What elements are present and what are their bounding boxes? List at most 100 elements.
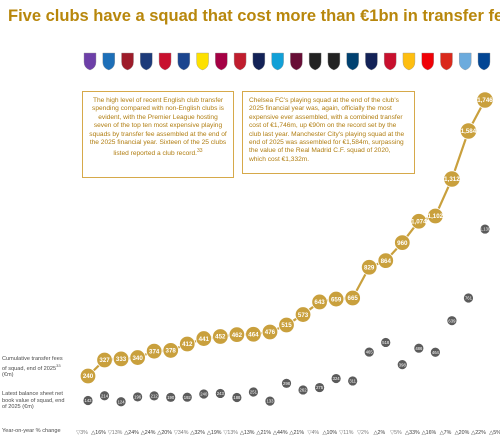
cumulative-point [96, 351, 113, 369]
newcastle-crest-icon [327, 52, 341, 71]
nottingham-forest-crest-icon [158, 52, 172, 71]
cumulative-label: 378 [166, 348, 177, 355]
arsenal-crest-icon [421, 52, 434, 71]
yoy-change-label: △5% [489, 430, 500, 436]
book-value-point [199, 389, 209, 399]
yoy-change-label: △33% [405, 430, 420, 436]
cumulative-label: 452 [215, 334, 226, 341]
book-value-label: 262 [300, 388, 308, 393]
cumulative-point [112, 350, 130, 368]
cumulative-point [179, 335, 196, 353]
book-value-point [447, 316, 457, 326]
cumulative-label: 515 [281, 322, 292, 329]
cumulative-label: 643 [314, 299, 325, 306]
book-value-label: 214 [101, 393, 109, 398]
book-value-point [480, 224, 490, 234]
milan-crest-icon [233, 52, 247, 71]
book-value-point [149, 391, 159, 401]
book-value-label: 188 [233, 395, 241, 400]
yoy-change-label: △21% [256, 430, 271, 436]
cumulative-label: 333 [116, 356, 127, 363]
cumulative-point [162, 342, 179, 359]
cumulative-point [427, 207, 444, 225]
yoy-change-label: △2% [373, 430, 385, 436]
liverpool-crest-icon [383, 52, 397, 71]
book-value-point [331, 373, 341, 384]
tottenham-crest-icon [365, 52, 378, 71]
row-label-cumulative-ref: 33 [56, 362, 61, 368]
cumulative-point [245, 326, 262, 343]
book-value-point [314, 382, 325, 393]
yoy-change-label: △20% [455, 430, 470, 436]
cumulative-point [145, 342, 163, 360]
chart-title: Five clubs have a squad that cost more t… [8, 7, 500, 25]
cumulative-label: 960 [397, 240, 408, 247]
yoy-change-label: ▽34% [174, 430, 189, 436]
cumulative-label: 573 [298, 312, 309, 319]
book-value-label: 761 [465, 296, 473, 301]
atalanta-crest-icon [140, 52, 153, 71]
cumulative-label: 665 [348, 295, 359, 302]
row-label-yoy: Year-on-year % change [2, 428, 61, 434]
cumulative-point [459, 122, 478, 140]
cumulative-label: 829 [364, 264, 375, 271]
manchester-city-crest-icon [459, 52, 472, 71]
manchester-united-crest-icon [440, 52, 453, 71]
book-value-label: 464 [432, 350, 440, 355]
cumulative-label: 1,584 [461, 128, 477, 135]
row-label-cumulative-unit: (€m) [2, 372, 14, 379]
cumulative-point [212, 328, 229, 345]
cumulative-label: 327 [99, 357, 110, 364]
fiorentina-crest-icon [83, 52, 97, 71]
yoy-change-label: △7% [440, 430, 452, 436]
book-value-point [182, 392, 192, 402]
yoy-change-label: △21% [289, 430, 304, 436]
yoy-change-label: ▽4% [307, 430, 319, 436]
yoy-change-label: △24% [141, 430, 156, 436]
cumulative-label: 659 [331, 296, 342, 303]
yoy-change-label: △16% [91, 430, 106, 436]
row-label-book-value: Latest balance sheet net book value of s… [2, 391, 65, 411]
book-value-label: 212 [151, 393, 159, 398]
yoy-change-label: △16% [422, 430, 437, 436]
juventus-crest-icon [308, 52, 322, 71]
yoy-change-label: △19% [207, 430, 222, 436]
cumulative-label: 462 [232, 332, 243, 339]
book-value-point [397, 360, 407, 370]
cumulative-point [278, 316, 295, 334]
row-label-cumulative: Cumulative transfer fees of squad, end o… [2, 356, 66, 379]
cumulative-label: 464 [248, 331, 259, 338]
yoy-change-label: ▽13% [223, 430, 238, 436]
barcelona-crest-icon [215, 52, 228, 71]
book-value-point [414, 343, 424, 353]
book-value-label: 240 [200, 392, 208, 397]
book-value-point [348, 376, 358, 386]
book-value-label: 196 [134, 395, 142, 400]
book-value-label: 465 [366, 350, 374, 355]
yoy-change-label: ▽3% [76, 430, 88, 436]
cumulative-point [410, 213, 428, 230]
cumulative-label: 340 [132, 355, 143, 362]
chelsea-crest-icon [477, 52, 491, 71]
yoy-change-label: △20% [157, 430, 172, 436]
cumulative-label: 240 [83, 373, 94, 380]
cumulative-label: 1,312 [444, 176, 460, 183]
note-chelsea: Chelsea FC's playing squad at the end of… [242, 91, 415, 174]
book-value-point [166, 392, 176, 402]
cumulative-label: 374 [149, 348, 160, 355]
cumulative-label: 864 [381, 258, 392, 265]
cumulative-point [311, 293, 328, 311]
cumulative-point [476, 91, 494, 109]
book-value-point [281, 378, 292, 388]
psg-crest-icon [346, 52, 359, 71]
roma-crest-icon [121, 52, 134, 71]
cumulative-point [228, 326, 246, 343]
book-value-point [298, 385, 308, 395]
yoy-change-label: △24% [124, 430, 139, 436]
yoy-change-label: △32% [190, 430, 205, 436]
book-value-label: 192 [184, 395, 192, 400]
book-value-label: 311 [349, 379, 356, 384]
cumulative-point [79, 367, 97, 385]
cumulative-point [195, 330, 212, 347]
